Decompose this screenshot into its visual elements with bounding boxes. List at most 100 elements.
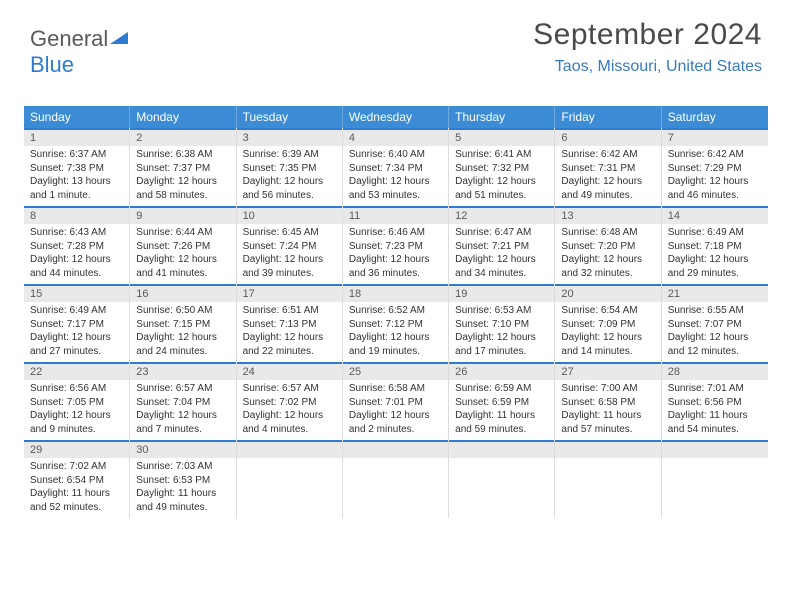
sunrise-text: Sunrise: 6:49 AM — [668, 226, 762, 240]
day-cell: 11Sunrise: 6:46 AMSunset: 7:23 PMDayligh… — [343, 206, 449, 284]
day-names-row: SundayMondayTuesdayWednesdayThursdayFrid… — [24, 106, 768, 128]
day-cell: 24Sunrise: 6:57 AMSunset: 7:02 PMDayligh… — [237, 362, 343, 440]
day-info: Sunrise: 6:56 AMSunset: 7:05 PMDaylight:… — [24, 380, 129, 440]
day-info: Sunrise: 6:49 AMSunset: 7:17 PMDaylight:… — [24, 302, 129, 362]
daylight-text: Daylight: 11 hours and 57 minutes. — [561, 409, 654, 436]
day-info: Sunrise: 6:44 AMSunset: 7:26 PMDaylight:… — [130, 224, 235, 284]
sunrise-text: Sunrise: 6:41 AM — [455, 148, 548, 162]
day-info: Sunrise: 6:51 AMSunset: 7:13 PMDaylight:… — [237, 302, 342, 362]
sunrise-text: Sunrise: 6:54 AM — [561, 304, 654, 318]
sunset-text: Sunset: 7:23 PM — [349, 240, 442, 254]
sunrise-text: Sunrise: 6:42 AM — [668, 148, 762, 162]
sunset-text: Sunset: 7:38 PM — [30, 162, 123, 176]
sunset-text: Sunset: 7:26 PM — [136, 240, 229, 254]
day-cell: 10Sunrise: 6:45 AMSunset: 7:24 PMDayligh… — [237, 206, 343, 284]
day-number: 2 — [130, 128, 235, 146]
day-cell: 25Sunrise: 6:58 AMSunset: 7:01 PMDayligh… — [343, 362, 449, 440]
sunset-text: Sunset: 6:58 PM — [561, 396, 654, 410]
sunrise-text: Sunrise: 6:40 AM — [349, 148, 442, 162]
day-info: Sunrise: 6:39 AMSunset: 7:35 PMDaylight:… — [237, 146, 342, 206]
day-info: Sunrise: 6:46 AMSunset: 7:23 PMDaylight:… — [343, 224, 448, 284]
sunrise-text: Sunrise: 6:56 AM — [30, 382, 123, 396]
sunset-text: Sunset: 6:56 PM — [668, 396, 762, 410]
day-info: Sunrise: 7:01 AMSunset: 6:56 PMDaylight:… — [662, 380, 768, 440]
day-cell: 6Sunrise: 6:42 AMSunset: 7:31 PMDaylight… — [555, 128, 661, 206]
day-number: 21 — [662, 284, 768, 302]
sunrise-text: Sunrise: 6:39 AM — [243, 148, 336, 162]
sunset-text: Sunset: 7:34 PM — [349, 162, 442, 176]
sunset-text: Sunset: 7:12 PM — [349, 318, 442, 332]
day-info: Sunrise: 6:43 AMSunset: 7:28 PMDaylight:… — [24, 224, 129, 284]
week-row: 1Sunrise: 6:37 AMSunset: 7:38 PMDaylight… — [24, 128, 768, 206]
day-cell: 20Sunrise: 6:54 AMSunset: 7:09 PMDayligh… — [555, 284, 661, 362]
day-cell: . — [237, 440, 343, 518]
weeks-container: 1Sunrise: 6:37 AMSunset: 7:38 PMDaylight… — [24, 128, 768, 518]
day-number: 13 — [555, 206, 660, 224]
daylight-text: Daylight: 12 hours and 58 minutes. — [136, 175, 229, 202]
day-name: Monday — [130, 106, 236, 128]
day-number: . — [237, 440, 342, 458]
sunset-text: Sunset: 7:10 PM — [455, 318, 548, 332]
day-cell: 16Sunrise: 6:50 AMSunset: 7:15 PMDayligh… — [130, 284, 236, 362]
sunrise-text: Sunrise: 6:48 AM — [561, 226, 654, 240]
day-number: 3 — [237, 128, 342, 146]
sunrise-text: Sunrise: 6:53 AM — [455, 304, 548, 318]
day-number: 19 — [449, 284, 554, 302]
day-cell: 23Sunrise: 6:57 AMSunset: 7:04 PMDayligh… — [130, 362, 236, 440]
daylight-text: Daylight: 12 hours and 46 minutes. — [668, 175, 762, 202]
sunrise-text: Sunrise: 7:00 AM — [561, 382, 654, 396]
sunrise-text: Sunrise: 6:51 AM — [243, 304, 336, 318]
day-cell: 5Sunrise: 6:41 AMSunset: 7:32 PMDaylight… — [449, 128, 555, 206]
day-number: 22 — [24, 362, 129, 380]
sunset-text: Sunset: 7:04 PM — [136, 396, 229, 410]
daylight-text: Daylight: 12 hours and 9 minutes. — [30, 409, 123, 436]
day-cell: 30Sunrise: 7:03 AMSunset: 6:53 PMDayligh… — [130, 440, 236, 518]
day-number: 14 — [662, 206, 768, 224]
day-number: 9 — [130, 206, 235, 224]
daylight-text: Daylight: 12 hours and 4 minutes. — [243, 409, 336, 436]
week-row: 8Sunrise: 6:43 AMSunset: 7:28 PMDaylight… — [24, 206, 768, 284]
day-name: Thursday — [449, 106, 555, 128]
sunset-text: Sunset: 7:13 PM — [243, 318, 336, 332]
day-info: Sunrise: 7:03 AMSunset: 6:53 PMDaylight:… — [130, 458, 235, 518]
day-cell: 29Sunrise: 7:02 AMSunset: 6:54 PMDayligh… — [24, 440, 130, 518]
day-number: 30 — [130, 440, 235, 458]
sunset-text: Sunset: 7:29 PM — [668, 162, 762, 176]
sunrise-text: Sunrise: 6:46 AM — [349, 226, 442, 240]
day-number: 12 — [449, 206, 554, 224]
sunset-text: Sunset: 7:21 PM — [455, 240, 548, 254]
day-info: Sunrise: 6:41 AMSunset: 7:32 PMDaylight:… — [449, 146, 554, 206]
day-cell: 3Sunrise: 6:39 AMSunset: 7:35 PMDaylight… — [237, 128, 343, 206]
sunrise-text: Sunrise: 7:02 AM — [30, 460, 123, 474]
day-info: Sunrise: 7:00 AMSunset: 6:58 PMDaylight:… — [555, 380, 660, 440]
sunrise-text: Sunrise: 6:50 AM — [136, 304, 229, 318]
sunrise-text: Sunrise: 6:45 AM — [243, 226, 336, 240]
day-cell: 4Sunrise: 6:40 AMSunset: 7:34 PMDaylight… — [343, 128, 449, 206]
day-info: Sunrise: 6:52 AMSunset: 7:12 PMDaylight:… — [343, 302, 448, 362]
logo-text-2: Blue — [30, 52, 74, 77]
day-number: 23 — [130, 362, 235, 380]
day-cell: 19Sunrise: 6:53 AMSunset: 7:10 PMDayligh… — [449, 284, 555, 362]
sunset-text: Sunset: 7:20 PM — [561, 240, 654, 254]
day-number: 5 — [449, 128, 554, 146]
sunrise-text: Sunrise: 6:37 AM — [30, 148, 123, 162]
sunset-text: Sunset: 7:37 PM — [136, 162, 229, 176]
day-cell: 21Sunrise: 6:55 AMSunset: 7:07 PMDayligh… — [662, 284, 768, 362]
day-number: 11 — [343, 206, 448, 224]
week-row: 15Sunrise: 6:49 AMSunset: 7:17 PMDayligh… — [24, 284, 768, 362]
day-info: Sunrise: 6:45 AMSunset: 7:24 PMDaylight:… — [237, 224, 342, 284]
day-name: Tuesday — [237, 106, 343, 128]
day-info: Sunrise: 6:49 AMSunset: 7:18 PMDaylight:… — [662, 224, 768, 284]
day-number: 6 — [555, 128, 660, 146]
day-cell: 12Sunrise: 6:47 AMSunset: 7:21 PMDayligh… — [449, 206, 555, 284]
logo-text-1: General — [30, 26, 108, 51]
day-cell: . — [449, 440, 555, 518]
daylight-text: Daylight: 12 hours and 14 minutes. — [561, 331, 654, 358]
day-cell: . — [343, 440, 449, 518]
sunrise-text: Sunrise: 6:43 AM — [30, 226, 123, 240]
day-number: 27 — [555, 362, 660, 380]
sunset-text: Sunset: 6:53 PM — [136, 474, 229, 488]
day-cell: 22Sunrise: 6:56 AMSunset: 7:05 PMDayligh… — [24, 362, 130, 440]
sunset-text: Sunset: 7:31 PM — [561, 162, 654, 176]
sunrise-text: Sunrise: 6:49 AM — [30, 304, 123, 318]
